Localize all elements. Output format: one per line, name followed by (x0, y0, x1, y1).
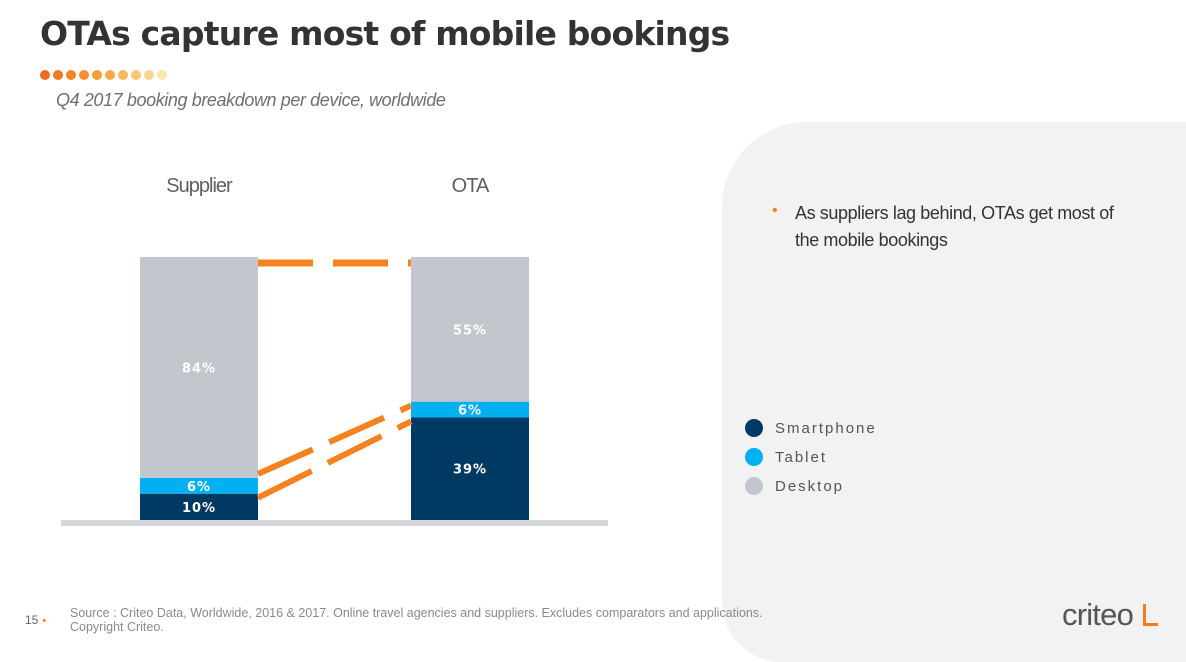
stacked-bar-chart: 10% 6% 84% Supplier 39% 6% 55% OTA (61, 175, 608, 526)
logo-mark-icon (1143, 604, 1158, 626)
legend-swatch (745, 477, 763, 495)
decorative-dot (92, 70, 102, 80)
source-line: Source : Criteo Data, Worldwide, 2016 & … (70, 606, 763, 620)
decorative-dot (105, 70, 115, 80)
decorative-dot (144, 70, 154, 80)
decorative-dot (79, 70, 89, 80)
connector-mobile-top (256, 402, 413, 477)
criteo-logo: criteo (1062, 596, 1162, 636)
chart-baseline (61, 520, 608, 526)
legend-swatch (745, 419, 763, 437)
data-label: 84% (182, 361, 216, 376)
legend-swatch (745, 448, 763, 466)
legend-item: Smartphone (745, 418, 877, 438)
chart-legend: Smartphone Tablet Desktop (745, 418, 877, 505)
legend-label: Tablet (775, 448, 828, 466)
decorative-dot (118, 70, 128, 80)
page-title: OTAs capture most of mobile bookings (40, 14, 730, 53)
legend-label: Smartphone (775, 419, 877, 437)
source-note: Source : Criteo Data, Worldwide, 2016 & … (70, 606, 763, 634)
bullet-icon: • (772, 202, 778, 219)
category-label: OTA (452, 175, 490, 197)
page-number: 15 • (25, 613, 47, 627)
data-label: 6% (187, 480, 211, 495)
data-label: 39% (453, 463, 487, 478)
decorative-dot (66, 70, 76, 80)
decorative-dot (157, 70, 167, 80)
chart-subtitle: Q4 2017 booking breakdown per device, wo… (56, 90, 446, 110)
decorative-dot (40, 70, 50, 80)
bar-segment-desktop (411, 257, 529, 402)
decorative-dots (40, 70, 167, 80)
logo-wordmark: criteo (1062, 597, 1134, 632)
copyright-line: Copyright Criteo. (70, 620, 164, 634)
data-label: 6% (458, 404, 482, 419)
category-label: Supplier (166, 175, 233, 197)
data-label: 10% (182, 501, 216, 516)
legend-item: Desktop (745, 476, 877, 496)
decorative-dot (131, 70, 141, 80)
bar-segment-tablet (140, 477, 258, 494)
takeaway-text: As suppliers lag behind, OTAs get most o… (795, 203, 1114, 250)
data-label: 55% (453, 323, 487, 338)
legend-item: Tablet (745, 447, 877, 467)
bar-segment-desktop (140, 257, 258, 478)
decorative-dot (53, 70, 63, 80)
legend-label: Desktop (775, 477, 845, 495)
side-panel (722, 122, 1186, 662)
connector-mobile-bottom (256, 418, 413, 501)
bar-segment-smartphone (411, 417, 529, 520)
bar-segment-tablet (411, 401, 529, 418)
bar-segment-smartphone (140, 493, 258, 520)
